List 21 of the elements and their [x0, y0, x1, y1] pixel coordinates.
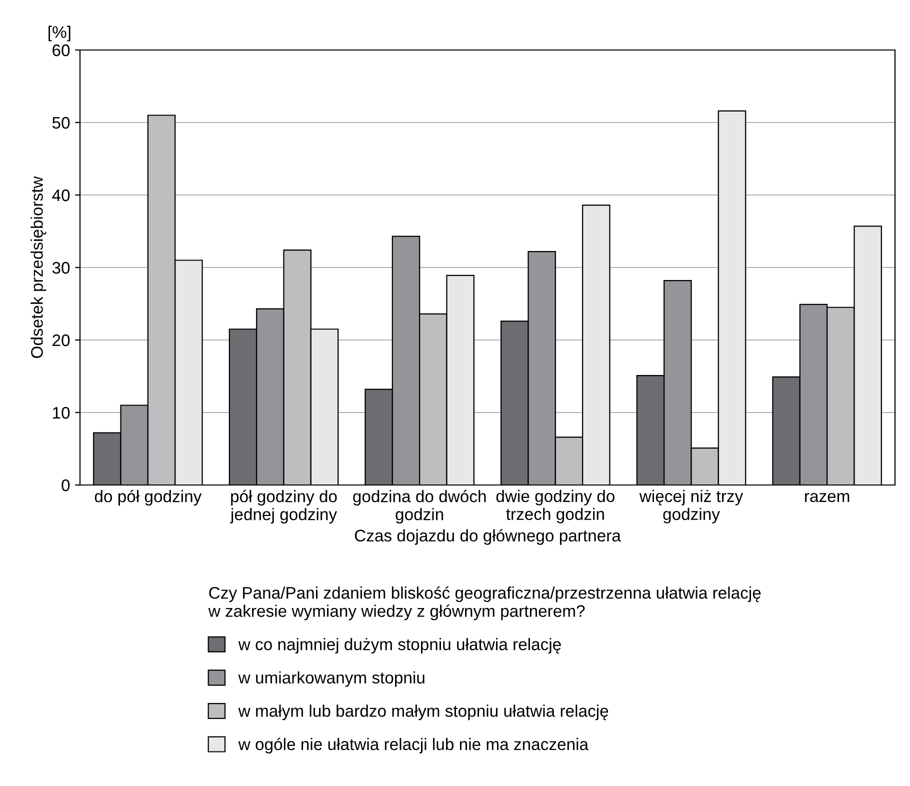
y-tick-label: 10 — [53, 406, 70, 419]
legend-label: w umiarkowanym stopniu — [238, 671, 424, 687]
legend-label: w małym lub bardzo małym stopniu ułatwia relację — [238, 704, 608, 720]
y-tick-label: 0 — [62, 479, 70, 492]
y-tick-label: 60 — [52, 44, 70, 56]
y-tick-label: 20 — [52, 334, 70, 346]
y-tick-label: 30 — [52, 262, 70, 274]
legend-title: Czy Pana/Pani zdaniem bliskość geograficzna/przestrzenna ułatwia relację w zakresie wymiany wiedzy z głównym partnerem? — [208, 586, 761, 620]
x-axis-title: Czas dojazdu do głównego partnera — [354, 529, 621, 545]
legend-label: w co najmniej dużym stopniu ułatwia relację — [238, 638, 561, 654]
x-tick-label: godzina do dwóch godzin — [353, 490, 486, 524]
text: [%] — [48, 26, 70, 42]
x-tick-label: do pół godziny — [94, 490, 202, 506]
x-tick-label: pół godziny do jednej godziny — [230, 490, 337, 524]
y-tick-label: 50 — [52, 116, 70, 129]
y-tick-label: 40 — [52, 189, 70, 202]
legend-label: w ogóle nie ułatwia relacji lub nie ma znaczenia — [238, 738, 589, 754]
x-tick-label: więcej niż trzy godziny — [639, 490, 744, 524]
x-tick-label: razem — [805, 492, 850, 502]
y-axis-title: Odsetek przedsiębiorstw — [30, 176, 46, 358]
x-tick-label: dwie godziny do trzech godzin — [496, 490, 614, 524]
